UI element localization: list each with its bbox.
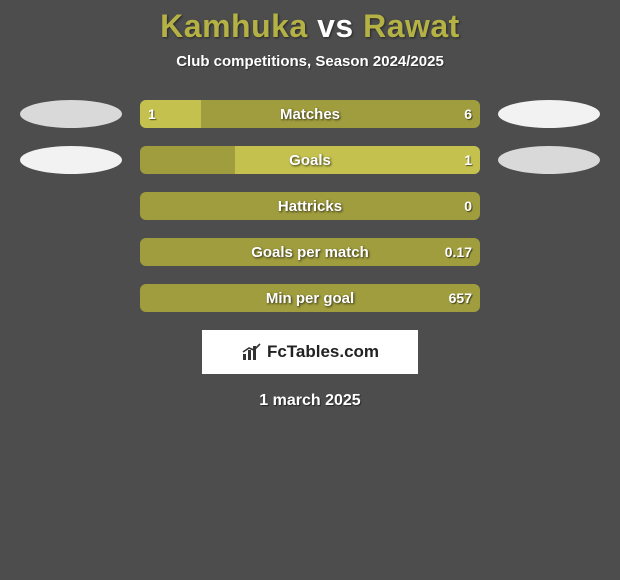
brand-box[interactable]: FcTables.com (202, 330, 418, 374)
brand-text: FcTables.com (267, 342, 379, 362)
stat-label: Goals (140, 146, 480, 174)
vs-text: vs (317, 8, 354, 44)
stat-bar: Min per goal657 (140, 284, 480, 312)
footer-date: 1 march 2025 (0, 392, 620, 410)
stat-value-right: 1 (464, 146, 472, 174)
stat-bar: 1Matches6 (140, 100, 480, 128)
stat-label: Min per goal (140, 284, 480, 312)
stat-label: Matches (140, 100, 480, 128)
stat-label: Goals per match (140, 238, 480, 266)
stat-value-right: 0.17 (445, 238, 472, 266)
stat-bar: Goals per match0.17 (140, 238, 480, 266)
stat-row: Goals1 (0, 146, 620, 174)
stat-row: 1Matches6 (0, 100, 620, 128)
player1-ellipse-icon (20, 100, 122, 128)
stat-row: Goals per match0.17 (0, 238, 620, 266)
player2-name: Rawat (363, 8, 460, 44)
player1-ellipse-icon (20, 146, 122, 174)
ellipse-spacer (498, 192, 600, 220)
page-title: Kamhuka vs Rawat (0, 8, 620, 45)
player2-ellipse-icon (498, 100, 600, 128)
stat-rows: 1Matches6Goals1Hattricks0Goals per match… (0, 100, 620, 312)
ellipse-spacer (20, 238, 122, 266)
player1-name: Kamhuka (160, 8, 308, 44)
stat-label: Hattricks (140, 192, 480, 220)
ellipse-spacer (498, 238, 600, 266)
stat-value-right: 6 (464, 100, 472, 128)
stat-value-right: 657 (449, 284, 472, 312)
ellipse-spacer (498, 284, 600, 312)
brand-chart-icon (241, 342, 263, 362)
subtitle: Club competitions, Season 2024/2025 (0, 53, 620, 70)
stat-row: Min per goal657 (0, 284, 620, 312)
stat-bar: Goals1 (140, 146, 480, 174)
stat-row: Hattricks0 (0, 192, 620, 220)
stat-value-right: 0 (464, 192, 472, 220)
ellipse-spacer (20, 192, 122, 220)
comparison-card: Kamhuka vs Rawat Club competitions, Seas… (0, 0, 620, 410)
stat-bar: Hattricks0 (140, 192, 480, 220)
player2-ellipse-icon (498, 146, 600, 174)
ellipse-spacer (20, 284, 122, 312)
